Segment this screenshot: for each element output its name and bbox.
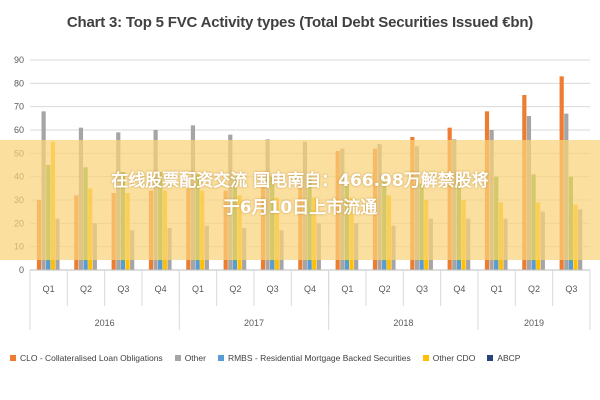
bar-abcp [195, 260, 200, 270]
bar-abcp [307, 260, 312, 270]
legend-label: Other CDO [432, 352, 476, 363]
bar-abcp [46, 260, 51, 270]
x-tick-label: Q3 [117, 284, 129, 294]
x-tick-label: Q3 [565, 284, 577, 294]
x-tick-label: Q3 [267, 284, 279, 294]
x-tick-label: Q4 [304, 284, 316, 294]
legend-swatch [174, 354, 181, 361]
x-tick-label: Q3 [416, 284, 428, 294]
legend-swatch [10, 354, 16, 361]
y-tick-label: 60 [14, 125, 24, 135]
year-label: 2017 [244, 318, 264, 328]
legend-label: RMBS - Residential Mortgage Backed Secur… [227, 352, 411, 363]
y-tick-label: 90 [14, 55, 24, 65]
y-tick-label: 70 [14, 102, 24, 112]
legend-item: Other CDO [422, 352, 476, 363]
x-tick-label: Q2 [229, 284, 241, 294]
x-tick-label: Q2 [528, 284, 540, 294]
legend-item: CLO - Collateralised Loan Obligations [10, 352, 163, 363]
legend-swatch [422, 354, 429, 361]
year-label: 2019 [524, 318, 544, 328]
bar-abcp [344, 260, 350, 270]
bar-abcp [494, 260, 499, 270]
legend-item: Other [174, 352, 206, 363]
bar-abcp [568, 260, 574, 270]
x-tick-label: Q4 [155, 284, 167, 294]
legend-swatch [487, 354, 494, 361]
bar-abcp [120, 260, 126, 270]
bar-abcp [232, 260, 238, 270]
legend-label: Other [184, 352, 206, 363]
legend-item: RMBS - Residential Mortgage Backed Secur… [217, 352, 411, 363]
legend-label: ABCP [497, 352, 521, 363]
overlay-line-1: 在线股票配资交流 国电南自：466.98万解禁股将 [111, 171, 489, 191]
x-tick-label: Q1 [341, 284, 353, 294]
x-tick-label: Q4 [453, 284, 465, 294]
bar-abcp [270, 260, 275, 270]
legend-item: ABCP [487, 352, 520, 363]
chart-legend: CLO - Collateralised Loan Obligations Oth… [10, 352, 595, 363]
overlay-line-2: 于6月10日上市流通 [222, 198, 378, 218]
x-tick-label: Q2 [80, 284, 92, 294]
bar-abcp [531, 260, 536, 270]
x-tick-label: Q1 [43, 284, 55, 294]
overlay-banner [0, 140, 600, 260]
chart-title: Chart 3: Top 5 FVC Activity types (Total… [66, 14, 534, 31]
year-label: 2018 [393, 318, 413, 328]
x-tick-label: Q2 [379, 284, 391, 294]
bar-abcp [83, 260, 88, 270]
bar-abcp [158, 260, 163, 270]
y-tick-label: 80 [14, 78, 24, 88]
legend-label: CLO - Collateralised Loan Obligations [20, 352, 163, 363]
bar-abcp [419, 260, 424, 270]
x-tick-label: Q1 [192, 284, 204, 294]
x-tick-label: Q1 [491, 284, 503, 294]
year-label: 2016 [95, 318, 115, 328]
legend-swatch [217, 354, 224, 361]
y-tick-label: 0 [19, 265, 24, 275]
bar-abcp [382, 260, 387, 270]
bar-abcp [456, 260, 462, 270]
overlay-text: 在线股票配资交流 国电南自：466.98万解禁股将 于6月10日上市流通 [0, 168, 600, 222]
